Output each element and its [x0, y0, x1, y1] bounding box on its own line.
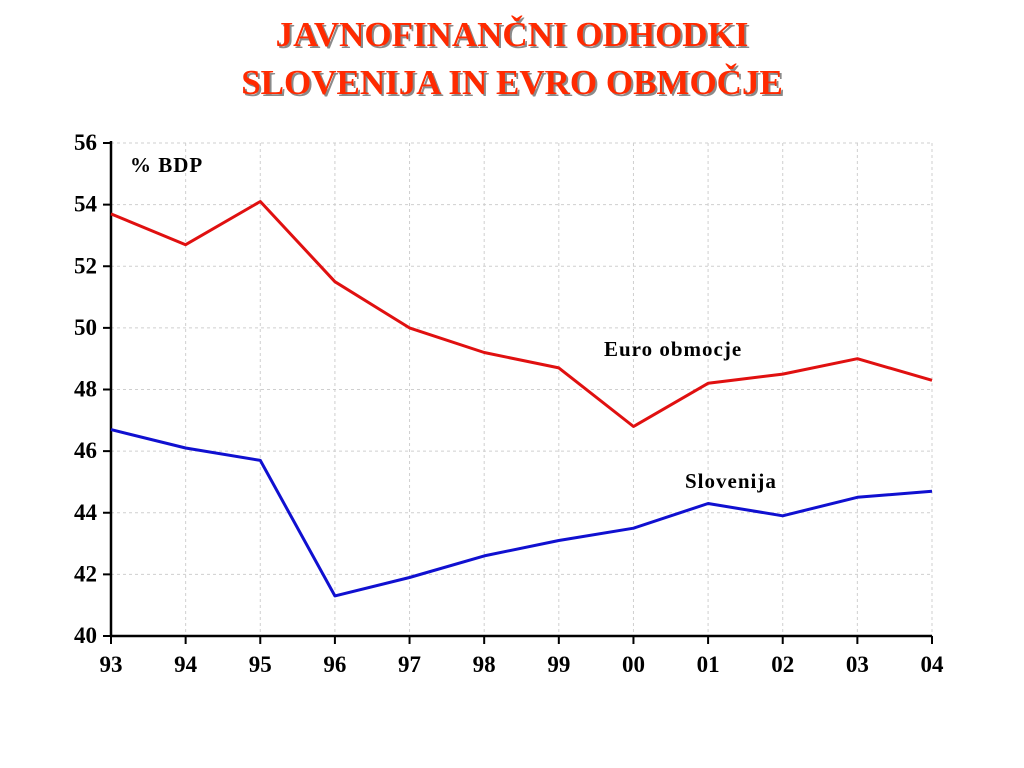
chart-title-line-2: SLOVENIJA IN EVRO OBMOČJE: [241, 63, 783, 102]
x-tick-label: 03: [846, 652, 869, 677]
gridlines: [111, 142, 933, 636]
series-label-euro-obmocje: Euro obmocje: [604, 337, 742, 361]
y-tick-label: 54: [74, 192, 98, 217]
x-tick-label: 99: [547, 652, 570, 677]
x-tick-label: 01: [697, 652, 720, 677]
x-tick-label: 04: [921, 652, 945, 677]
x-tick-label: 98: [473, 652, 496, 677]
chart-title-line-1: JAVNOFINANČNI ODHODKI: [275, 15, 749, 54]
x-tick-label: 02: [771, 652, 794, 677]
series-line-euro-obmocje: [110, 200, 933, 428]
y-tick-label: 56: [74, 130, 97, 155]
series-lines: [110, 200, 933, 598]
x-tick-label: 00: [622, 652, 645, 677]
unit-label: % BDP: [130, 153, 203, 177]
x-tick-label: 97: [398, 652, 421, 677]
y-tick-label: 48: [74, 377, 97, 402]
y-tick-label: 44: [74, 500, 98, 525]
series-label-slovenija: Slovenija: [685, 469, 777, 493]
x-tick-label: 96: [323, 652, 346, 677]
axes: [103, 141, 933, 644]
y-tick-label: 50: [74, 315, 97, 340]
y-tick-label: 42: [74, 561, 97, 586]
x-tick-label: 95: [249, 652, 272, 677]
y-tick-label: 52: [74, 253, 97, 278]
series-line-slovenija: [110, 428, 933, 598]
x-tick-label: 94: [174, 652, 198, 677]
y-tick-label: 40: [74, 623, 97, 648]
y-tick-label: 46: [74, 438, 97, 463]
tick-labels: 40 42 44 46 48 50 52 54 56 93 94 95 96 97 98 99 00 01 02 03…: [74, 130, 944, 677]
x-tick-label: 93: [100, 652, 123, 677]
